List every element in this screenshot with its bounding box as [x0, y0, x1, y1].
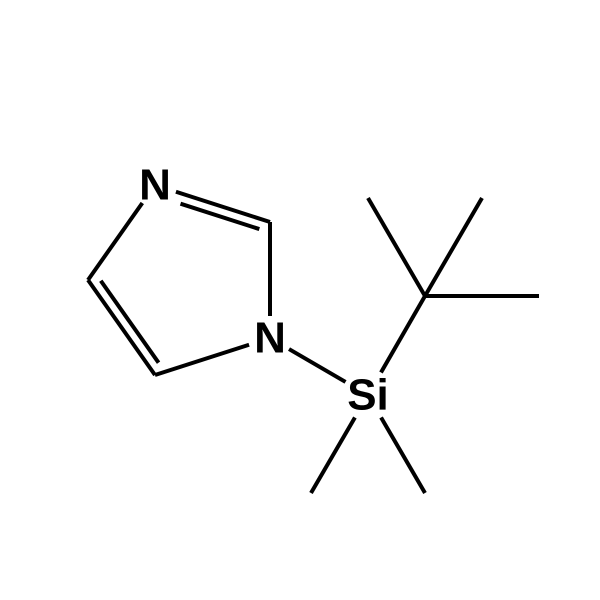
molecule-canvas: N N Si [0, 0, 600, 600]
atom-label-Si: Si [347, 371, 389, 420]
atom-label-N1: N [139, 161, 171, 210]
atom-label-N3: N [254, 314, 286, 363]
bond-layer [88, 192, 539, 493]
atom-label-layer: N N Si [139, 161, 389, 420]
